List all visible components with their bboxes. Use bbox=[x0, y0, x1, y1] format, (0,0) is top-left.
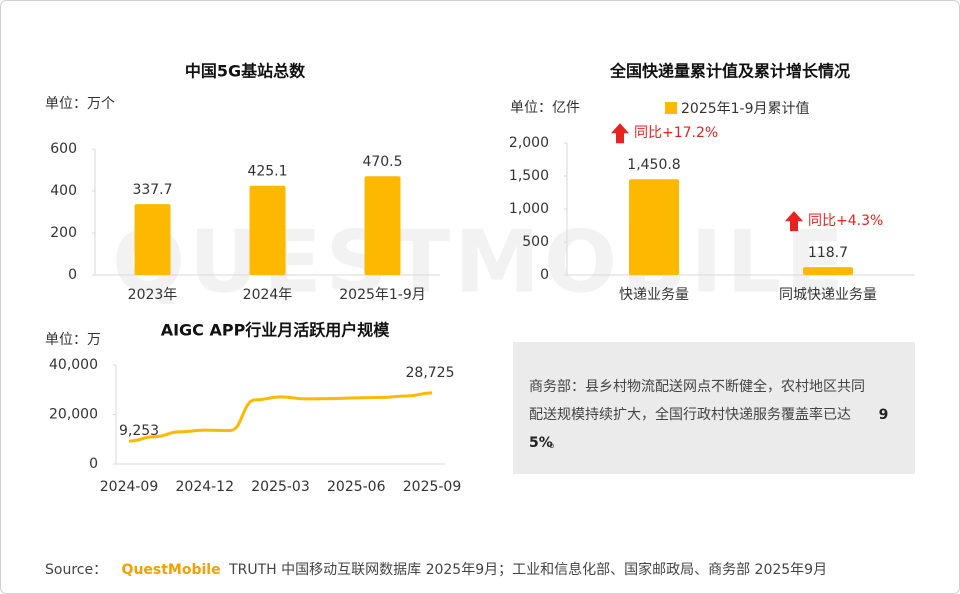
y-tick-label: 400 bbox=[50, 183, 77, 199]
bar bbox=[803, 267, 853, 275]
y-tick-label: 0 bbox=[68, 267, 77, 283]
source-brand: QuestMobile bbox=[122, 562, 221, 578]
x-tick-label: 2025年1-9月 bbox=[339, 287, 426, 303]
source-label: Source： bbox=[45, 562, 107, 578]
x-tick-label: 2025-06 bbox=[327, 479, 386, 495]
value-label: 9,253 bbox=[119, 423, 159, 439]
legend-swatch bbox=[665, 102, 677, 114]
unit-label: 单位：万 bbox=[45, 332, 101, 348]
value-label: 337.7 bbox=[132, 182, 172, 198]
y-tick-label: 0 bbox=[89, 456, 98, 472]
x-tick-label: 2024-12 bbox=[176, 479, 235, 495]
note-text: 。 bbox=[549, 435, 563, 451]
up-arrow bbox=[785, 211, 803, 232]
bar bbox=[629, 179, 679, 275]
y-tick-label: 1,000 bbox=[509, 201, 549, 217]
bar bbox=[249, 185, 286, 275]
y-tick-label: 0 bbox=[540, 267, 549, 283]
value-label: 425.1 bbox=[247, 164, 287, 180]
note-text: 配送规模持续扩大，全国行政村快递服务覆盖率已达 bbox=[529, 406, 851, 423]
x-tick-label: 2025-03 bbox=[251, 479, 310, 495]
y-tick-label: 600 bbox=[50, 141, 77, 157]
y-tick-label: 1,500 bbox=[509, 168, 549, 184]
x-tick-label: 同城快递业务量 bbox=[779, 287, 877, 303]
y-tick-label: 200 bbox=[50, 225, 77, 241]
x-tick-label: 快递业务量 bbox=[619, 287, 689, 303]
value-label: 470.5 bbox=[362, 154, 402, 170]
unit-label: 单位：亿件 bbox=[510, 100, 580, 116]
y-tick-label: 2,000 bbox=[509, 135, 549, 151]
x-tick-label: 2024-09 bbox=[100, 479, 159, 495]
annotation: 同比+4.3% bbox=[808, 213, 883, 229]
y-tick-label: 500 bbox=[522, 234, 549, 250]
value-label: 28,725 bbox=[406, 365, 455, 381]
value-label: 1,450.8 bbox=[627, 157, 680, 173]
unit-label: 单位：万个 bbox=[45, 96, 115, 112]
source-text: TRUTH 中国移动互联网数据库 2025年9月；工业和信息化部、国家邮政局、商… bbox=[228, 561, 827, 578]
source: Source： QuestMobile TRUTH 中国移动互联网数据库 202… bbox=[45, 561, 827, 578]
line bbox=[128, 391, 433, 443]
bar bbox=[134, 204, 171, 275]
chart-title: 全国快递量累计值及累计增长情况 bbox=[609, 62, 850, 81]
annotation: 同比+17.2% bbox=[634, 125, 718, 141]
legend-label: 2025年1-9月累计值 bbox=[681, 101, 810, 117]
y-tick-label: 40,000 bbox=[49, 357, 98, 373]
y-tick-label: 20,000 bbox=[49, 407, 98, 423]
watermark: QUESTMOBILE bbox=[112, 212, 848, 312]
chart-title: AIGC APP行业月活跃用户规模 bbox=[161, 321, 391, 340]
up-arrow bbox=[611, 123, 629, 144]
bar bbox=[364, 176, 401, 275]
note-text: 9 bbox=[879, 407, 889, 423]
chart-title: 中国5G基站总数 bbox=[185, 62, 306, 81]
x-tick-label: 2025-09 bbox=[403, 479, 462, 495]
note-text: 5% bbox=[529, 435, 553, 451]
note-text: 商务部：县乡村物流配送网点不断健全，农村地区共同 bbox=[529, 378, 865, 395]
x-tick-label: 2023年 bbox=[128, 287, 178, 303]
x-tick-label: 2024年 bbox=[243, 287, 293, 303]
note-box bbox=[513, 342, 915, 474]
value-label: 118.7 bbox=[808, 245, 848, 261]
